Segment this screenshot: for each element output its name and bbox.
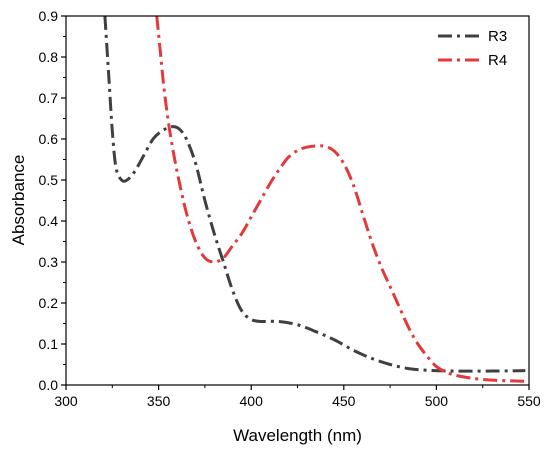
y-tick-label: 0.2 [39, 295, 59, 311]
y-tick-label: 0.6 [39, 131, 59, 147]
series-line-r4 [155, 16, 528, 383]
y-tick-label: 0.3 [39, 254, 59, 270]
x-axis-ticks: 300 350 400 450 500 550 [54, 385, 541, 409]
y-axis-title: Absorbance [9, 155, 28, 246]
plot-frame [65, 15, 530, 386]
x-tick-label: 400 [240, 393, 264, 409]
x-tick-label: 550 [517, 393, 541, 409]
y-tick-label: 0.1 [39, 336, 59, 352]
legend-label-r3: R3 [488, 28, 507, 45]
y-tick-label: 0.8 [39, 49, 59, 65]
x-tick-label: 300 [54, 393, 78, 409]
x-tick-label: 500 [425, 393, 449, 409]
x-tick-label: 450 [332, 393, 356, 409]
legend-label-r4: R4 [488, 52, 507, 69]
y-tick-label: 0.9 [39, 8, 59, 24]
series-layer [103, 16, 528, 383]
y-tick-label: 0.0 [39, 377, 59, 393]
series-line-r3 [103, 16, 526, 373]
y-tick-label: 0.5 [39, 172, 59, 188]
x-axis-title: Wavelength (nm) [233, 426, 362, 445]
y-tick-label: 0.7 [39, 90, 59, 106]
y-axis-ticks: 0.0 0.1 0.2 0.3 0.4 0.5 0.6 0.7 0.8 0.9 [39, 8, 66, 393]
y-tick-label: 0.4 [39, 213, 59, 229]
x-tick-label: 350 [147, 393, 171, 409]
